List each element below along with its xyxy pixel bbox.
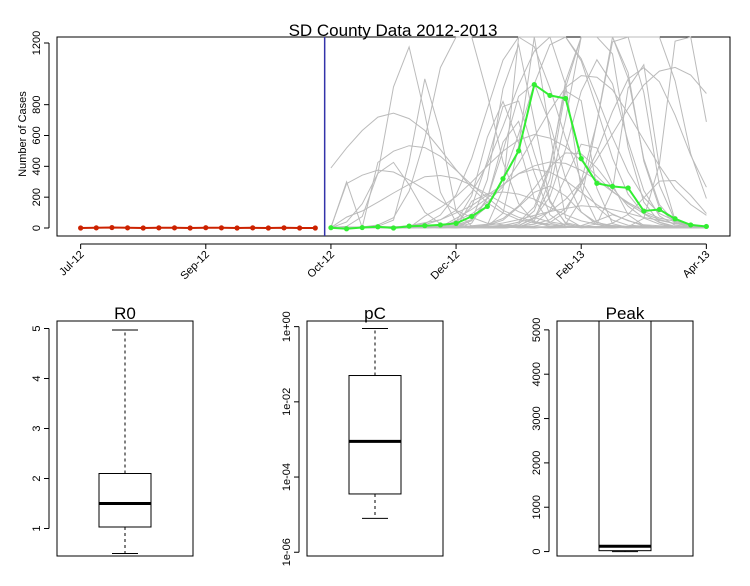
timeseries-chart: SD County Data 2012-2013 Number of Cases… [17, 21, 731, 283]
data-point [469, 213, 475, 220]
data-point [609, 183, 616, 189]
data-point [625, 185, 631, 191]
data-point [562, 95, 569, 102]
x-tick-label: Jul-12 [57, 249, 87, 279]
data-point [531, 82, 537, 88]
boxplot-title-pc: pC [364, 304, 386, 323]
y-tick-label: 800 [31, 95, 43, 113]
plot-frame [56, 36, 731, 237]
data-point [516, 148, 522, 154]
series-layer [78, 82, 709, 232]
boxplot-peak: Peak 0 1000 2000 3000 4000 5000 [531, 304, 694, 557]
data-point [203, 225, 209, 231]
background-trace [330, 161, 707, 229]
box-r0: 1 2 3 4 5 [31, 325, 152, 554]
y-tick-label: 1 [31, 525, 43, 531]
data-point [171, 225, 178, 231]
y-tick-label: 600 [31, 126, 43, 144]
y-tick-label: 4000 [531, 362, 543, 386]
data-point [594, 180, 600, 186]
x-tick-label: Dec-12 [429, 249, 463, 283]
y-tick-label: 0 [531, 549, 543, 555]
data-point [156, 225, 162, 231]
x-tick-label: Oct-12 [305, 249, 337, 281]
data-point [109, 224, 115, 231]
iqr-box [98, 473, 152, 528]
y-tick-label: 2 [31, 475, 43, 481]
y-tick-label: 5000 [531, 318, 543, 342]
data-point [359, 224, 365, 231]
data-point [328, 225, 334, 231]
boxplot-title-r0: R0 [114, 304, 136, 323]
data-point [281, 225, 287, 231]
data-point [390, 225, 397, 231]
series-line-0 [80, 226, 316, 230]
data-point [672, 216, 678, 222]
y-tick-label: 3000 [531, 406, 543, 430]
data-point [656, 206, 663, 213]
data-point [578, 156, 584, 162]
data-point [422, 223, 428, 229]
y-tick-label: 400 [31, 157, 43, 175]
data-point [703, 223, 709, 230]
data-point [78, 225, 84, 231]
data-point [297, 225, 303, 231]
data-point [218, 225, 225, 231]
data-point [93, 225, 99, 231]
data-point [312, 225, 318, 231]
data-point [375, 224, 381, 230]
y-tick-label: 0 [31, 225, 43, 231]
data-point [547, 92, 553, 99]
plot-frame [306, 320, 444, 557]
background-trace [330, 143, 707, 229]
box-pc: 1e-06 1e-04 1e-02 1e+00 [281, 311, 402, 566]
data-point [250, 225, 256, 231]
data-point [484, 203, 490, 210]
data-point [641, 208, 647, 214]
plot-frame [56, 320, 194, 557]
y-axis-label: Number of Cases [17, 91, 29, 177]
y-tick-label: 3 [31, 425, 43, 431]
iqr-box [348, 375, 402, 495]
y-tick-label: 1e+00 [281, 311, 293, 342]
data-point [140, 225, 146, 231]
data-point [265, 225, 271, 231]
x-tick-label: Feb-13 [554, 249, 587, 282]
y-tick-label: 1e-04 [281, 463, 293, 491]
data-point [124, 225, 131, 231]
x-axis: Jul-12 Sep-12 Oct-12 Dec-12 Feb-13 Apr-13 [57, 243, 713, 283]
boxplot-pc: pC 1e-06 1e-04 1e-02 1e+00 [281, 304, 444, 566]
iqr-box [598, 320, 652, 552]
data-point [343, 226, 350, 232]
data-point [437, 222, 444, 228]
y-tick-label: 5 [31, 325, 43, 331]
data-point [234, 225, 240, 231]
data-point [688, 222, 694, 228]
y-tick-label: 200 [31, 188, 43, 206]
data-point [187, 225, 193, 231]
x-tick-label: Apr-13 [681, 249, 713, 281]
y-tick-label: 1000 [531, 495, 543, 519]
y-tick-label: 1200 [31, 31, 43, 55]
background-trace [330, 174, 707, 229]
boxplot-title-peak: Peak [606, 304, 645, 323]
boxplot-r0: R0 1 2 3 4 5 [31, 304, 194, 557]
data-point [453, 220, 459, 226]
y-axis: 0 200 400 600 800 1200 [31, 31, 50, 231]
x-tick-label: Sep-12 [178, 249, 212, 283]
y-tick-label: 1e-02 [281, 388, 293, 416]
background-traces [330, 36, 707, 229]
y-tick-label: 1e-06 [281, 538, 293, 566]
box-peak: 0 1000 2000 3000 4000 5000 [531, 318, 652, 555]
data-point [500, 176, 506, 182]
y-tick-label: 2000 [531, 451, 543, 475]
y-tick-label: 4 [31, 375, 43, 381]
data-point [406, 223, 412, 229]
chart-title: SD County Data 2012-2013 [289, 21, 498, 40]
